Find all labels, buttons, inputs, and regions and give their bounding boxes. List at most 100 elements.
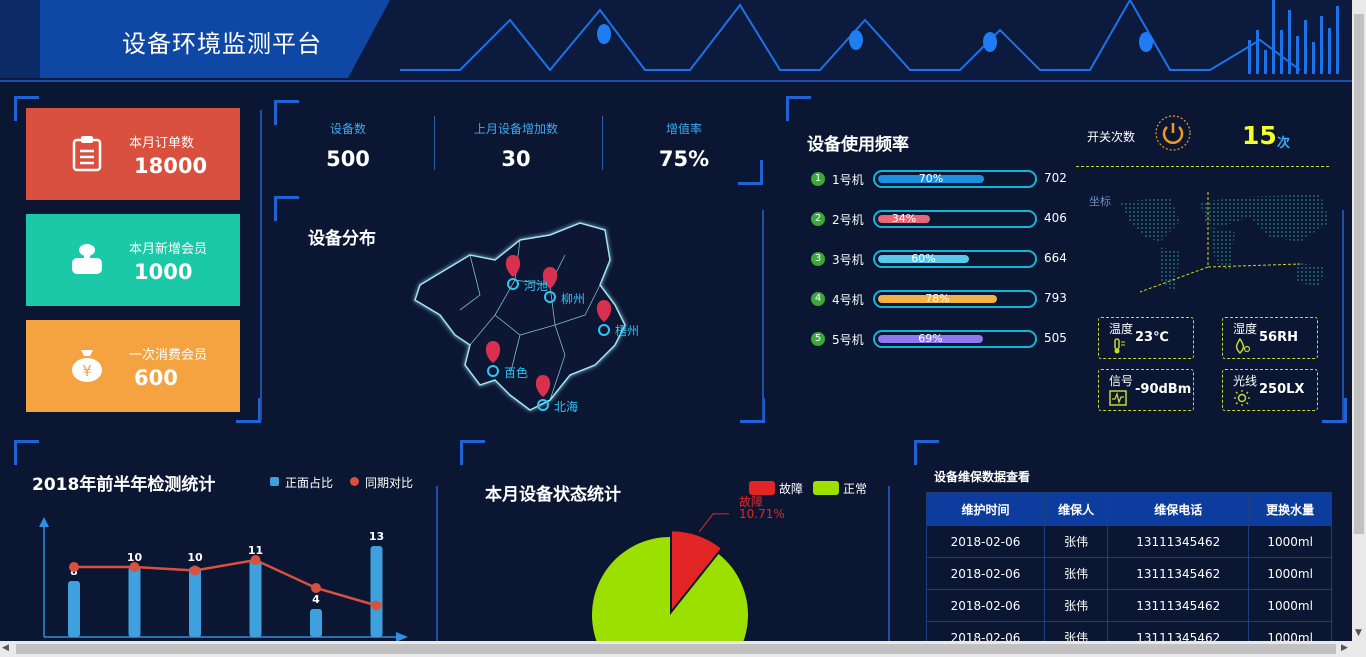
usage-count: 664 — [1044, 251, 1067, 265]
table-cell: 13111345462 — [1107, 557, 1250, 590]
dashed-separator — [1076, 166, 1329, 167]
usage-machine-name: 5号机 — [832, 333, 864, 347]
frame-corner — [1322, 398, 1347, 423]
kpi-divider — [434, 116, 435, 170]
table-body: 2018-02-06 张伟 13111345462 1000ml 2018-02-06 张… — [926, 525, 1332, 654]
scroll-left-icon[interactable]: ◀ — [2, 643, 9, 653]
pie-label-name: 故障 — [739, 495, 764, 509]
header-wave-decoration — [400, 0, 1339, 74]
maintenance-table-wrap: 维护时间 维保人 维保电话 更换水量 2018-02-06 张伟 13111345462 1… — [926, 492, 1332, 654]
usage-index: 2 — [811, 212, 825, 226]
legend-label[interactable]: 故障 — [779, 482, 804, 496]
usage-percent: 70% — [918, 172, 944, 185]
usage-progress-track: 70% — [873, 170, 1037, 188]
city-label: 河池 — [524, 279, 549, 293]
table-column-header: 维护时间 — [926, 492, 1045, 526]
pie-slice[interactable] — [671, 531, 721, 610]
distribution-title: 设备分布 — [308, 229, 376, 249]
frame-corner — [738, 160, 763, 185]
legend-label[interactable]: 正常 — [843, 482, 868, 496]
card-one-time-members: ¥ 一次消费会员 600 — [26, 320, 240, 412]
usage-count: 406 — [1044, 211, 1067, 225]
table-cell: 张伟 — [1043, 525, 1109, 558]
map-markers — [485, 255, 612, 411]
usage-progress-track: 78% — [873, 290, 1037, 308]
card-new-members: 本月新增会员 1000 — [26, 214, 240, 306]
pie-label-leader — [698, 513, 730, 533]
usage-percent: 34% — [891, 212, 917, 225]
usage-count: 505 — [1044, 331, 1067, 345]
table-cell: 张伟 — [1043, 557, 1109, 590]
clipboard-icon — [72, 136, 102, 172]
sensor-value: 250LX — [1259, 382, 1305, 397]
kpi-divider — [602, 116, 603, 170]
status-pie-chart — [592, 513, 748, 641]
scrollbar-thumb[interactable] — [1354, 14, 1364, 534]
usage-percent: 69% — [918, 332, 943, 345]
table-column-header: 更换水量 — [1248, 492, 1332, 526]
money-bag-icon: ¥ — [72, 350, 102, 382]
maintenance-table: 维护时间 维保人 维保电话 更换水量 2018-02-06 张伟 13111345462 1… — [926, 492, 1332, 654]
comparison-line — [74, 558, 377, 607]
table-header-row: 维护时间 维保人 维保电话 更换水量 — [926, 492, 1332, 526]
vertical-scrollbar[interactable]: ▼ — [1352, 0, 1366, 641]
bar — [189, 567, 201, 637]
header-title-bar — [40, 0, 390, 78]
usage-row: 5 5号机 69% 505 — [811, 330, 1071, 350]
usage-machine-name: 4号机 — [832, 293, 864, 307]
table-cell: 13111345462 — [1107, 589, 1250, 622]
kpi-value: 30 — [501, 147, 531, 171]
world-dot-map — [1120, 192, 1330, 293]
card-orders: 本月订单数 18000 — [26, 108, 240, 200]
page-title: 设备环境监测平台 — [122, 30, 322, 58]
scrollbar-thumb[interactable] — [16, 644, 1336, 654]
legend-label[interactable]: 正面占比 — [285, 476, 334, 490]
bar — [310, 609, 322, 637]
usage-progress-fill — [878, 295, 997, 303]
bar-value-label: 10 — [187, 551, 203, 564]
table-column-header: 维保人 — [1043, 492, 1109, 526]
table-cell: 2018-02-06 — [926, 589, 1045, 622]
usage-machine-name: 2号机 — [832, 213, 864, 227]
line-point — [129, 562, 140, 572]
thermometer-icon — [1114, 338, 1125, 354]
card-value: 600 — [134, 366, 178, 390]
scroll-right-icon[interactable]: ▶ — [1341, 643, 1348, 653]
usage-progress-fill — [878, 175, 984, 183]
legend-swatch-normal — [813, 481, 839, 495]
usage-progress-fill — [878, 215, 930, 223]
bar-value-label: 13 — [369, 530, 384, 543]
usage-title: 设备使用频率 — [807, 135, 909, 155]
table-cell: 1000ml — [1248, 589, 1332, 622]
frame-corner — [460, 440, 485, 465]
frame-corner — [14, 96, 39, 121]
usage-machine-name: 3号机 — [832, 253, 864, 267]
pie-slice[interactable] — [592, 537, 748, 641]
horizontal-scrollbar[interactable]: ◀ ▶ — [0, 641, 1366, 657]
region-map — [414, 222, 626, 411]
sensor-temperature: 温度 23℃ — [1098, 317, 1194, 359]
legend-label[interactable]: 同期对比 — [365, 476, 414, 490]
usage-percent: 78% — [925, 292, 950, 305]
scroll-down-icon[interactable]: ▼ — [1355, 628, 1362, 638]
divider — [888, 486, 890, 646]
power-icon[interactable] — [1154, 114, 1192, 152]
halfyear-chart-title: 2018年前半年检测统计 — [32, 475, 216, 495]
sensor-value: 23℃ — [1135, 330, 1169, 345]
svg-text:¥: ¥ — [82, 362, 92, 380]
switch-label: 开关次数 — [1087, 130, 1136, 144]
kpi-value: 500 — [326, 147, 370, 171]
kpi-label: 上月设备增加数 — [473, 122, 558, 136]
usage-index: 3 — [811, 252, 825, 266]
bar — [249, 560, 262, 637]
world-label: 坐标 — [1089, 195, 1111, 208]
maintenance-title: 设备维保数据查看 — [934, 470, 1031, 484]
sensor-value: 56RH — [1259, 330, 1298, 345]
city-label: 梧州 — [615, 324, 640, 338]
divider — [436, 486, 438, 646]
usage-count: 793 — [1044, 291, 1067, 305]
member-icon — [72, 244, 102, 274]
table-cell: 13111345462 — [1107, 525, 1250, 558]
frame-corner — [274, 196, 299, 221]
usage-count: 702 — [1044, 171, 1067, 185]
